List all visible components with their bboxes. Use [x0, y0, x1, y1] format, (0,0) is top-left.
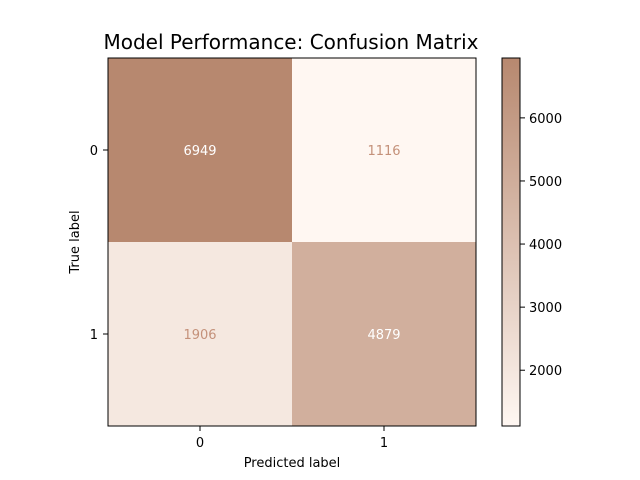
plot-frame: [107, 57, 477, 427]
colorbar-ticks: 2000 3000 4000 5000 6000: [520, 112, 562, 379]
colorbar-tick-label: 5000: [529, 175, 562, 190]
cell-value-0-1: 1116: [367, 144, 400, 159]
cell-value-1-1: 4879: [367, 328, 400, 343]
matrix-cell-1-0: [108, 242, 292, 426]
y-tick-label: 1: [90, 328, 98, 343]
colorbar-tick-label: 6000: [529, 112, 562, 127]
colorbar-tick-label: 4000: [529, 238, 562, 253]
y-axis-label: True label: [68, 210, 83, 274]
matrix-cell-1-1: [292, 242, 476, 426]
x-axis-label: Predicted label: [244, 456, 341, 471]
chart-title: Model Performance: Confusion Matrix: [103, 30, 478, 54]
y-tick-label: 0: [90, 144, 98, 159]
cell-value-0-0: 6949: [183, 144, 216, 159]
colorbar-tick-label: 3000: [529, 301, 562, 316]
y-ticks: 01: [90, 144, 108, 343]
x-tick-label: 1: [380, 436, 388, 451]
colorbar: [501, 57, 521, 427]
matrix-cell-0-0: [108, 58, 292, 242]
cell-value-1-0: 1906: [183, 328, 216, 343]
x-tick-label: 0: [196, 436, 204, 451]
matrix-cells: 6949 1116 1906 4879: [108, 58, 476, 426]
matrix-cell-0-1: [292, 58, 476, 242]
colorbar-tick-label: 2000: [529, 364, 562, 379]
